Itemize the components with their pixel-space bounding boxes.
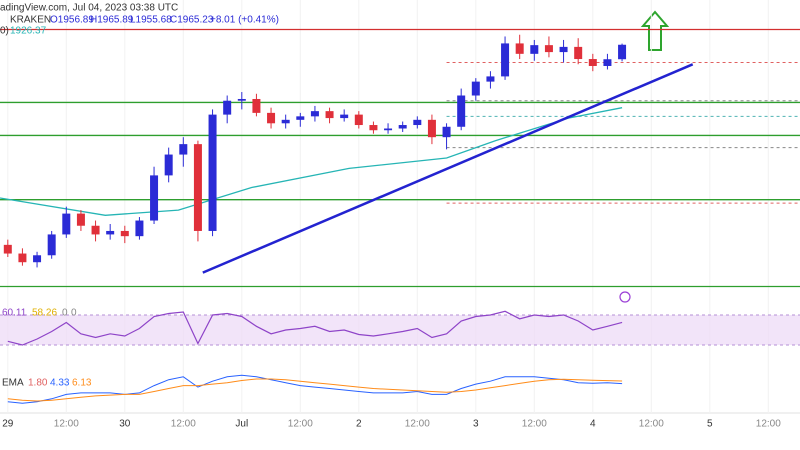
x-tick-label: Jul	[235, 419, 248, 430]
x-tick-label: 4	[590, 419, 596, 430]
header-ma-value: 1926.37	[10, 26, 47, 37]
candle-body	[544, 45, 553, 53]
header-ma-prefix: 0)	[0, 26, 9, 37]
candle-body	[325, 111, 334, 119]
candle-body	[442, 126, 451, 138]
up-arrow	[640, 10, 670, 51]
signal-line	[7, 378, 623, 402]
x-tick-label: 12:00	[756, 419, 781, 430]
header-low: L1955.68	[130, 15, 172, 26]
header-close: C1965.23	[170, 15, 214, 26]
rsi-label: 0	[71, 308, 77, 319]
x-tick-label: 30	[119, 419, 131, 430]
candle-body	[120, 230, 129, 237]
trend-line	[202, 63, 694, 274]
candle-body	[398, 125, 407, 129]
x-tick-label: 29	[2, 419, 14, 430]
candle-body	[603, 59, 612, 66]
header-open: O1956.89	[50, 15, 94, 26]
candle-body	[3, 244, 12, 254]
moving-average	[0, 107, 623, 216]
candle-body	[33, 255, 42, 263]
x-tick-label: 12:00	[54, 419, 79, 430]
candle-body	[354, 114, 363, 126]
x-tick-label: 2	[356, 419, 362, 430]
candle-body	[76, 213, 85, 226]
candle-body	[18, 253, 27, 263]
rsi-label: 0	[62, 308, 68, 319]
candle-body	[267, 112, 276, 124]
candle-body	[310, 111, 319, 117]
candle-body	[413, 119, 422, 126]
candle-body	[237, 98, 246, 101]
alert-icon	[619, 291, 631, 303]
macd-value-label: 1.80	[28, 378, 48, 389]
candle-body	[427, 119, 436, 138]
header-exchange: KRAKEN	[10, 15, 51, 26]
candle-body	[296, 116, 305, 120]
header-high: H1965.89	[90, 15, 134, 26]
candle-body	[164, 154, 173, 176]
candle-body	[618, 44, 627, 60]
candle-body	[384, 128, 393, 131]
candle-body	[208, 114, 217, 231]
rsi-label: 58.26	[32, 308, 57, 319]
candle-body	[515, 43, 524, 54]
candle-body	[91, 225, 100, 235]
macd-line	[7, 374, 623, 404]
candle-body	[501, 43, 510, 77]
candle-body	[588, 59, 597, 66]
rsi-label: 60.11	[2, 308, 27, 319]
macd-value-label: 6.13	[72, 378, 92, 389]
candle-body	[471, 81, 480, 96]
candle-body	[340, 114, 349, 119]
candle-body	[369, 125, 378, 131]
rsi-band	[0, 315, 800, 345]
header-source: adingView.com, Jul 04, 2023 03:38 UTC	[0, 3, 178, 14]
candle-body	[106, 230, 115, 235]
candle-body	[281, 119, 290, 124]
candle-body	[62, 213, 71, 235]
candle-body	[150, 175, 159, 221]
x-tick-label: 12:00	[171, 419, 196, 430]
x-tick-label: 12:00	[639, 419, 664, 430]
header-change: +8.01 (+0.41%)	[210, 15, 279, 26]
candle-body	[486, 76, 495, 82]
candle-body	[530, 45, 539, 54]
candle-body	[179, 144, 188, 155]
x-tick-label: 12:00	[288, 419, 313, 430]
macd-label: EMA	[2, 378, 24, 389]
macd-value-label: 4.33	[50, 378, 70, 389]
candle-body	[193, 144, 202, 231]
candle-body	[457, 95, 466, 127]
candle-body	[574, 46, 583, 60]
x-tick-label: 3	[473, 419, 479, 430]
candle-body	[135, 220, 144, 237]
rsi-line	[7, 310, 623, 346]
candle-body	[559, 46, 568, 53]
candle-body	[252, 98, 261, 113]
x-tick-label: 12:00	[405, 419, 430, 430]
candle-body	[47, 234, 56, 256]
candle-body	[223, 100, 232, 115]
x-tick-label: 5	[707, 419, 713, 430]
x-tick-label: 12:00	[522, 419, 547, 430]
